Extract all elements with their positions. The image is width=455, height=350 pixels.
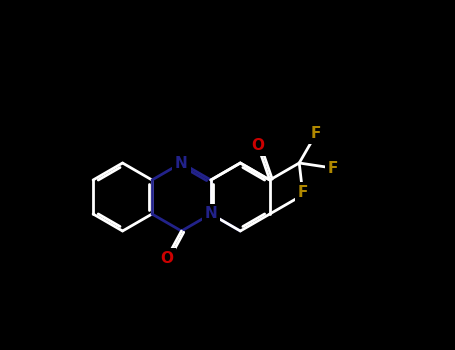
Text: N: N — [204, 206, 217, 222]
Text: O: O — [252, 139, 264, 154]
Text: F: F — [311, 126, 321, 141]
Text: O: O — [160, 251, 173, 266]
Text: F: F — [328, 161, 339, 176]
Text: F: F — [298, 185, 308, 200]
Text: N: N — [175, 155, 188, 170]
